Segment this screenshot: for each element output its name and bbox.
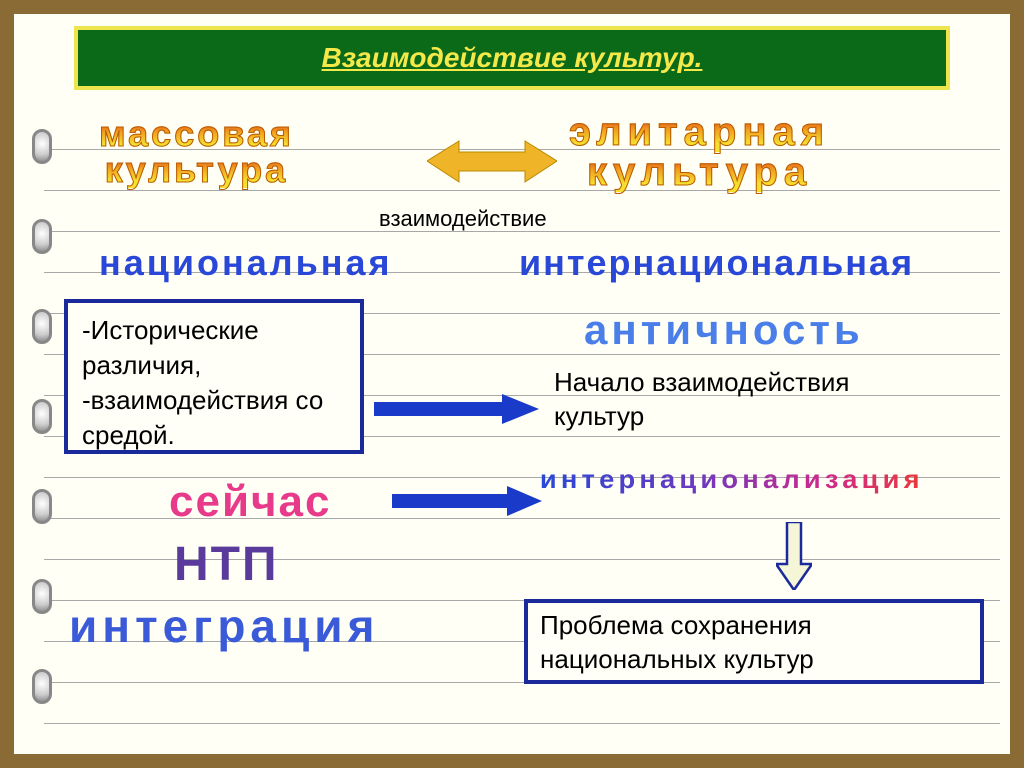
international-label: интернациональная (519, 242, 914, 284)
spiral-ring (32, 669, 52, 704)
spiral-ring (32, 489, 52, 524)
national-label: национальная (99, 242, 393, 284)
spiral-ring (32, 309, 52, 344)
slide-frame: Взаимодействие культур. массовая культур… (0, 0, 1024, 768)
title-text: Взаимодействие культур. (322, 42, 703, 74)
notebook-background: Взаимодействие культур. массовая культур… (14, 14, 1010, 754)
internationalization-label: интернационализация (540, 464, 924, 495)
arrow-down-icon (776, 522, 812, 590)
interaction-label: взаимодействие (379, 206, 547, 232)
mass-culture-label: массовая культура (99, 116, 294, 188)
spiral-ring (32, 219, 52, 254)
problem-text: Проблема сохранения национальных культур (540, 610, 814, 674)
spiral-ring (32, 129, 52, 164)
now-label: сейчас (169, 477, 331, 527)
antiquity-label: античность (584, 306, 864, 354)
elite-line1: элитарная (569, 112, 830, 152)
spiral-ring (32, 579, 52, 614)
start-interaction-label: Начало взаимодействия культур (554, 366, 849, 434)
mass-line1: массовая (99, 116, 294, 152)
arrow-right-icon (392, 484, 542, 518)
title-bar: Взаимодействие культур. (74, 26, 950, 90)
integration-label: интеграция (69, 599, 379, 653)
start-interaction-text: Начало взаимодействия культур (554, 367, 849, 431)
internationalization-text: интернационализация (540, 464, 924, 494)
elite-line2: культура (569, 152, 830, 192)
historical-text: -Исторические различия, -взаимодействия … (82, 315, 323, 450)
historical-box: -Исторические различия, -взаимодействия … (64, 299, 364, 454)
double-arrow-icon (427, 139, 557, 184)
problem-box: Проблема сохранения национальных культур (524, 599, 984, 684)
arrow-right-icon (374, 392, 539, 426)
mass-line2: культура (99, 152, 294, 188)
ntp-label: НТП (174, 537, 278, 592)
spiral-ring (32, 399, 52, 434)
elite-culture-label: элитарная культура (569, 112, 830, 192)
